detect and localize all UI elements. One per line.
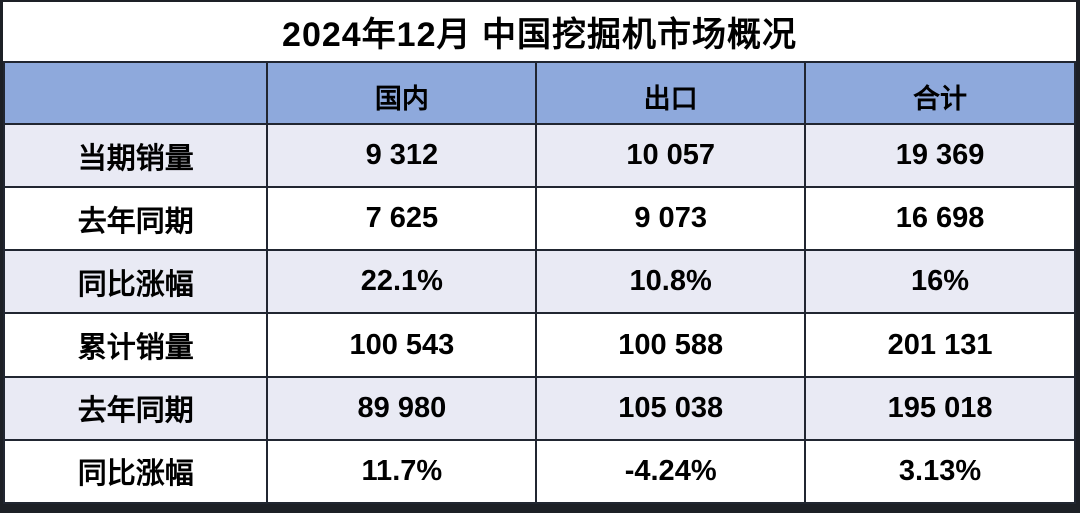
table-row-cumulative-sales: 累计销量 100 543 100 588 201 131 (2, 312, 1076, 378)
row-label: 去年同期 (2, 375, 269, 441)
cell-export: 10 057 (535, 122, 807, 189)
cell-domestic: 89 980 (266, 375, 538, 441)
table-row-cumulative-last-year: 去年同期 89 980 105 038 195 018 (2, 375, 1076, 441)
table-row-yoy-change: 同比涨幅 22.1% 10.8% 16% (2, 249, 1076, 315)
cell-export: 10.8% (535, 249, 807, 315)
row-label: 同比涨幅 (2, 249, 269, 315)
cell-domestic: 9 312 (266, 122, 538, 189)
table-row-current-sales: 当期销量 9 312 10 057 19 369 (2, 122, 1076, 189)
header-cell-export: 出口 (535, 61, 807, 125)
cell-export: 100 588 (535, 312, 807, 378)
cell-domestic: 100 543 (266, 312, 538, 378)
cell-total: 201 131 (804, 312, 1076, 378)
cell-domestic: 7 625 (266, 186, 538, 252)
page-title: 2024年12月 中国挖掘机市场概况 (3, 2, 1076, 61)
cell-total: 16 698 (804, 186, 1076, 252)
excavator-market-table: 国内 出口 合计 当期销量 9 312 10 057 19 369 去年同期 7… (2, 61, 1076, 505)
table-row-cumulative-yoy-change: 同比涨幅 11.7% -4.24% 3.13% (2, 438, 1076, 505)
cell-total: 195 018 (804, 375, 1076, 441)
cell-total: 19 369 (804, 122, 1076, 189)
cell-export: 105 038 (535, 375, 807, 441)
header-row: 国内 出口 合计 (2, 61, 1076, 125)
row-label: 去年同期 (2, 186, 269, 252)
header-cell-total: 合计 (804, 61, 1076, 125)
cell-export: 9 073 (535, 186, 807, 252)
table-row-last-year-same-period: 去年同期 7 625 9 073 16 698 (2, 186, 1076, 252)
cell-total: 3.13% (804, 438, 1076, 505)
cell-export: -4.24% (535, 438, 807, 505)
header-cell-domestic: 国内 (266, 61, 538, 125)
row-label: 累计销量 (2, 312, 269, 378)
cell-domestic: 22.1% (266, 249, 538, 315)
header-cell-blank (2, 61, 269, 125)
cell-domestic: 11.7% (266, 438, 538, 505)
row-label: 当期销量 (2, 122, 269, 189)
cell-total: 16% (804, 249, 1076, 315)
row-label: 同比涨幅 (2, 438, 269, 505)
